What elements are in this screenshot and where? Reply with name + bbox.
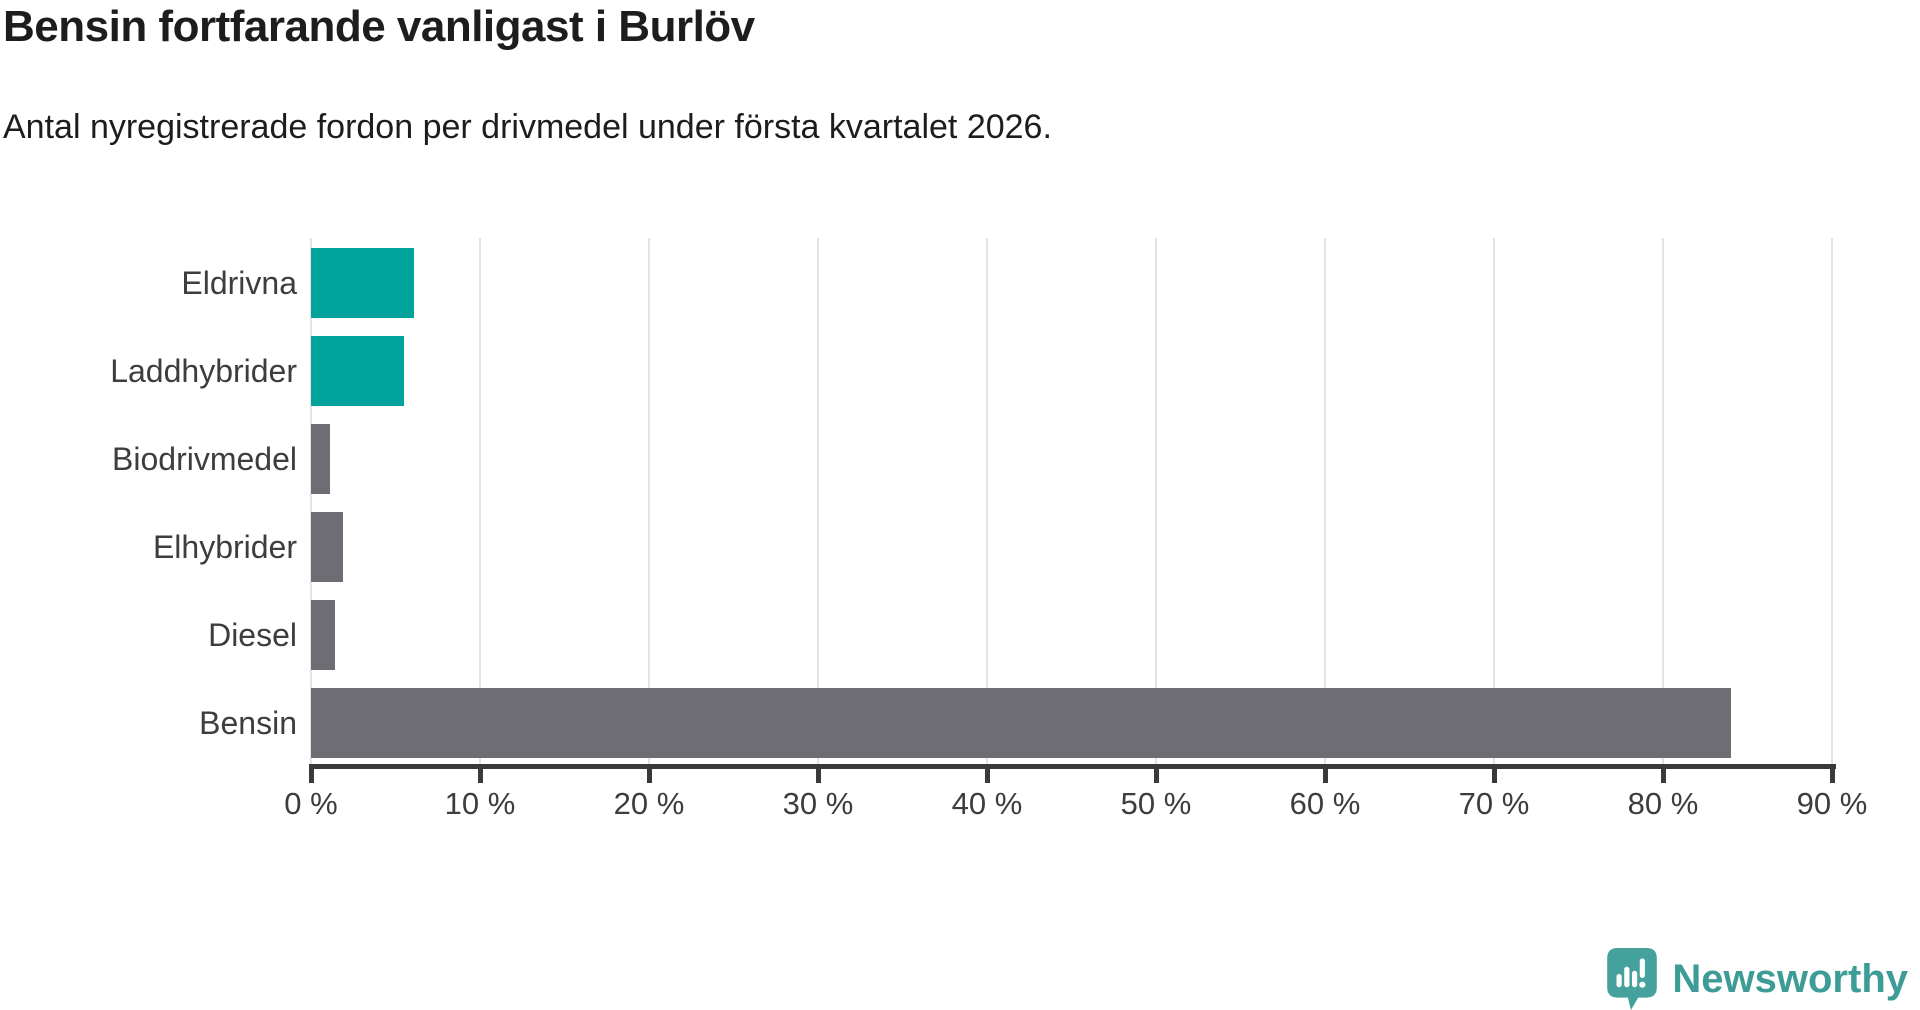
category-label-laddhybrider: Laddhybrider <box>110 353 297 389</box>
category-label-elhybrider: Elhybrider <box>152 529 297 565</box>
x-axis-tick-70 <box>1491 764 1497 783</box>
x-tick-label-70: 70 % <box>1458 786 1530 821</box>
x-axis-tick-30 <box>815 764 821 783</box>
x-axis-tick-0 <box>308 764 314 783</box>
x-axis-tick-90 <box>1829 764 1835 783</box>
bar-diesel <box>311 600 335 670</box>
gridline-20 <box>648 238 650 764</box>
x-axis-tick-80 <box>1660 764 1666 783</box>
chart-subtitle: Antal nyregistrerade fordon per drivmede… <box>3 108 1052 146</box>
x-tick-label-60: 60 % <box>1289 786 1361 821</box>
x-axis-tick-20 <box>646 764 652 783</box>
x-tick-label-90: 90 % <box>1796 786 1868 821</box>
newsworthy-logo-icon <box>1607 948 1658 1010</box>
chart-title: Bensin fortfarande vanligast i Burlöv <box>3 2 755 51</box>
x-axis-tick-60 <box>1322 764 1328 783</box>
gridline-90 <box>1831 238 1833 764</box>
bar-bensin <box>311 688 1731 758</box>
gridline-80 <box>1662 238 1664 764</box>
bar-laddhybrider <box>311 336 404 406</box>
category-label-eldrivna: Eldrivna <box>181 265 297 301</box>
gridline-30 <box>817 238 819 764</box>
gridline-70 <box>1493 238 1495 764</box>
x-axis-tick-40 <box>984 764 990 783</box>
category-label-biodrivmedel: Biodrivmedel <box>112 441 297 477</box>
category-label-diesel: Diesel <box>208 617 297 653</box>
bar-eldrivna <box>311 248 415 318</box>
x-axis-tick-50 <box>1153 764 1159 783</box>
newsworthy-wordmark: Newsworthy <box>1672 957 1908 1001</box>
x-tick-label-80: 80 % <box>1627 786 1699 821</box>
x-axis-line <box>309 764 1836 769</box>
x-tick-label-10: 10 % <box>444 786 516 821</box>
x-tick-label-0: 0 % <box>284 786 338 821</box>
x-axis-tick-10 <box>477 764 483 783</box>
x-tick-label-40: 40 % <box>951 786 1023 821</box>
plot-area <box>310 238 1833 764</box>
gridline-10 <box>479 238 481 764</box>
bar-biodrivmedel <box>311 424 330 494</box>
x-tick-label-30: 30 % <box>782 786 854 821</box>
gridline-50 <box>1155 238 1157 764</box>
newsworthy-branding: Newsworthy <box>1607 948 1908 1010</box>
x-tick-label-20: 20 % <box>613 786 685 821</box>
gridline-60 <box>1324 238 1326 764</box>
gridline-40 <box>986 238 988 764</box>
bar-elhybrider <box>311 512 344 582</box>
x-tick-label-50: 50 % <box>1120 786 1192 821</box>
category-label-bensin: Bensin <box>199 705 297 741</box>
gridline-0 <box>310 238 312 764</box>
